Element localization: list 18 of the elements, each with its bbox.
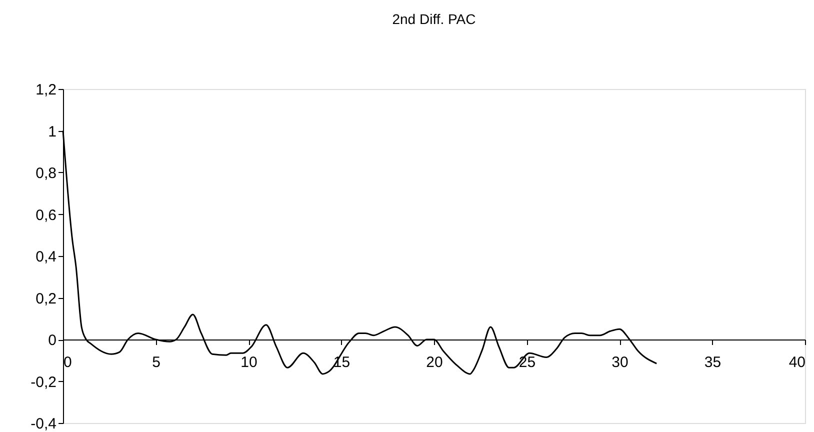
chart-title: 2nd Diff. PAC bbox=[392, 11, 476, 27]
y-tick-label: 0,4 bbox=[36, 248, 56, 266]
y-tick-label: 1,2 bbox=[36, 82, 56, 98]
x-tick-label: 30 bbox=[612, 354, 628, 371]
y-tick-label: -0,2 bbox=[30, 374, 56, 391]
x-tick-label: 5 bbox=[152, 354, 160, 371]
y-tick-label: 0,8 bbox=[36, 165, 56, 182]
y-tick-label: 1 bbox=[48, 123, 56, 140]
y-tick-label: 0,6 bbox=[36, 206, 56, 224]
x-tick-label: 0 bbox=[64, 354, 72, 371]
y-tick-label: -0,4 bbox=[30, 416, 56, 432]
y-tick-label: 0,2 bbox=[36, 290, 56, 308]
x-tick-label: 10 bbox=[240, 354, 258, 371]
x-tick-label: 25 bbox=[518, 354, 536, 371]
x-tick-label: 35 bbox=[704, 354, 722, 371]
x-tick-label: 20 bbox=[426, 354, 443, 371]
x-tick-label: 40 bbox=[788, 354, 806, 371]
y-tick-label: 0 bbox=[48, 332, 56, 349]
